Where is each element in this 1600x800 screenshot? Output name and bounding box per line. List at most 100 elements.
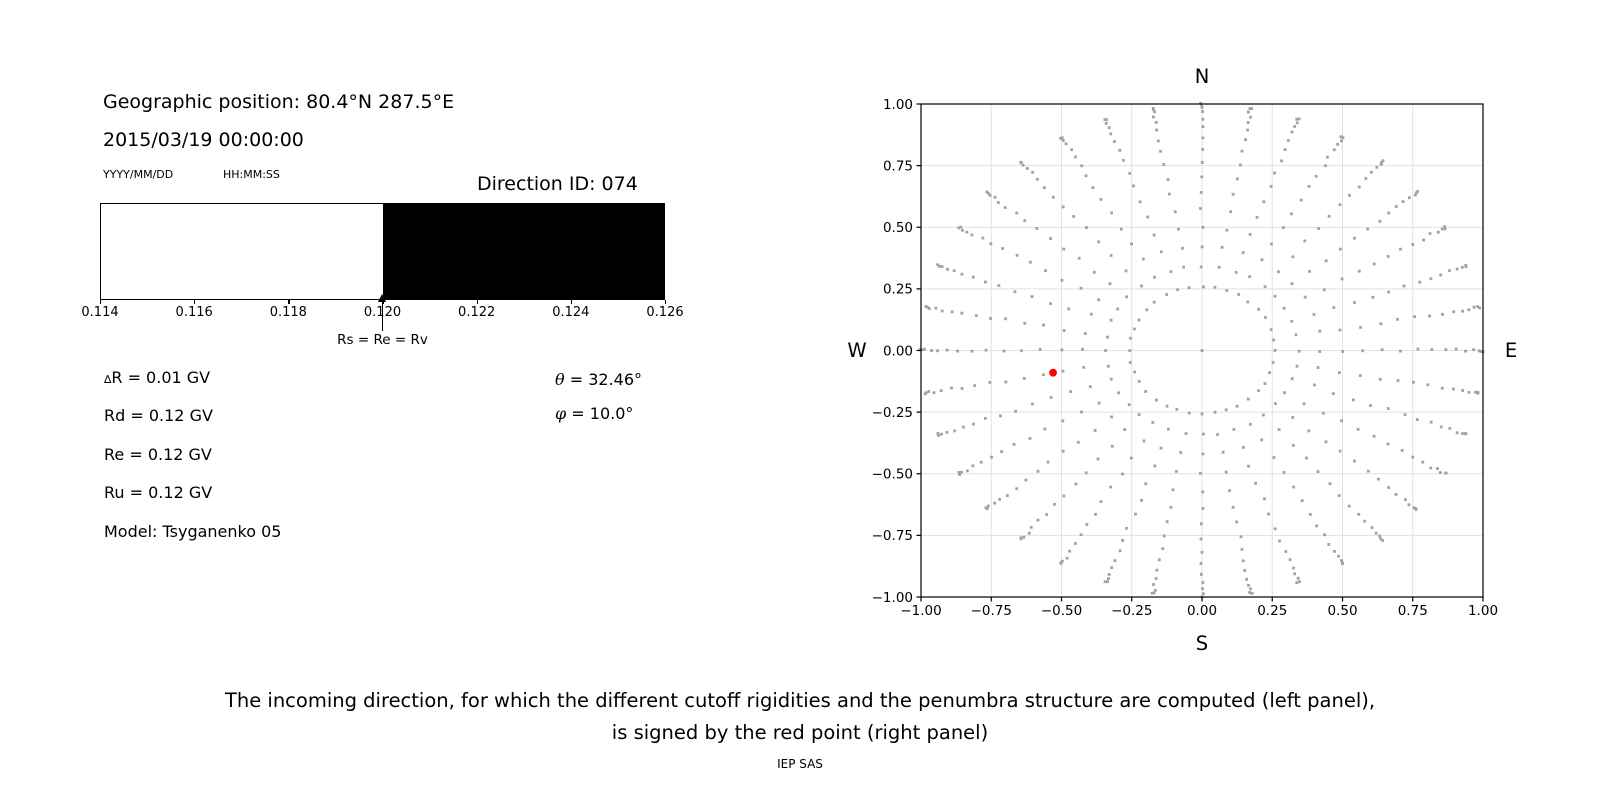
scatter-dot [1085, 226, 1088, 229]
scatter-dot [1021, 163, 1025, 167]
scatter-dot [1201, 507, 1205, 510]
scatter-dot [1340, 277, 1344, 281]
scatter-dot [1477, 349, 1481, 353]
scatter-dot [1439, 425, 1443, 429]
scatter-dot [1366, 227, 1370, 231]
scatter-dot [950, 310, 954, 314]
cutoff-arrow-head [378, 294, 386, 302]
scatter-dot [1316, 470, 1320, 474]
scatter-dot [1327, 214, 1331, 218]
scatter-dot [1110, 415, 1113, 419]
scatter-dot [1338, 203, 1342, 207]
scatter-dot [1263, 382, 1267, 385]
scatter-dot [1107, 577, 1110, 580]
scatter-dot [1235, 520, 1239, 524]
scatter-dot [960, 272, 964, 276]
scatter-dot [1110, 211, 1113, 215]
x-tick-label: 0.50 [1327, 603, 1357, 619]
scatter-dot [997, 284, 1001, 288]
scatter-dot [1461, 432, 1464, 435]
scatter-dot [1430, 348, 1434, 351]
scatter-dot [1099, 500, 1103, 504]
scatter-dot [1199, 471, 1202, 475]
scatter-dot [1019, 537, 1023, 541]
scatter-dot [936, 431, 940, 435]
scatter-dot [1294, 333, 1298, 337]
scatter-dot [1140, 284, 1143, 288]
scatter-dot [1429, 466, 1433, 470]
scatter-dot [1313, 383, 1316, 387]
scatter-dot [959, 225, 963, 229]
scatter-dot [1167, 192, 1171, 196]
scatter-dot [1272, 456, 1276, 459]
scatter-dot [1386, 442, 1390, 446]
readout-model: Model: Tsyganenko 05 [104, 522, 282, 541]
y-tick-label: 1.00 [883, 97, 913, 113]
scatter-dot [1293, 125, 1297, 128]
scatter-dot [1061, 449, 1065, 453]
scatter-dot [1097, 240, 1101, 244]
scatter-dot [1339, 135, 1343, 139]
scatter-dot [1070, 148, 1074, 152]
scatter-dot [1128, 172, 1132, 175]
scatter-dot [1399, 247, 1402, 251]
scatter-dot [1370, 526, 1374, 529]
scatter-dot [1273, 349, 1277, 352]
penumbra-allowed-band [101, 204, 383, 299]
scatter-dot [1060, 559, 1064, 563]
scatter-dot [1231, 505, 1235, 509]
scatter-dot [1093, 429, 1097, 432]
scatter-dot [986, 504, 990, 508]
scatter-dot [1338, 371, 1341, 375]
scatter-dots [918, 101, 1485, 599]
scatter-dot [1262, 413, 1265, 417]
scatter-dot [1247, 110, 1250, 114]
scatter-dot [1161, 547, 1165, 551]
scatter-dot [920, 348, 924, 352]
scatter-dot [939, 389, 943, 392]
readout-re: Re = 0.12 GV [104, 445, 212, 464]
scatter-dot [1201, 225, 1205, 229]
scatter-dot [1443, 225, 1447, 228]
scatter-dot [1292, 566, 1295, 570]
scatter-dot [1281, 226, 1285, 230]
scatter-dot [970, 349, 974, 353]
scatter-dot [1476, 391, 1480, 395]
scatter-dot [1031, 402, 1034, 406]
scatter-dot [1407, 503, 1411, 507]
scatter-dot [1247, 583, 1250, 587]
readout-rd: Rd = 0.12 GV [104, 406, 213, 425]
scatter-dot [1202, 432, 1205, 436]
scatter-dot [1246, 300, 1250, 304]
scatter-dot [1042, 186, 1046, 190]
scatter-dot [1023, 321, 1027, 325]
datetime-text: 2015/03/19 00:00:00 [103, 129, 304, 151]
x-tick-label: −0.75 [971, 603, 1012, 619]
bar-tick-label: 0.122 [458, 305, 496, 320]
scatter-dot [1414, 508, 1418, 511]
scatter-dot [1374, 531, 1378, 535]
scatter-dot [1159, 149, 1162, 153]
scatter-dot [1336, 554, 1340, 558]
scatter-dot [1199, 572, 1203, 576]
scatter-dot [1403, 413, 1407, 417]
scatter-dot [1298, 580, 1301, 584]
scatter-dot [1092, 270, 1096, 274]
scatter-dot [1371, 295, 1375, 299]
scatter-dot [1248, 591, 1252, 594]
scatter-dot [1396, 317, 1399, 321]
scatter-dot [1381, 539, 1385, 542]
scatter-dot [1084, 471, 1088, 475]
scatter-dot [1130, 242, 1133, 246]
scatter-dot [1379, 322, 1383, 326]
scatter-dot [1340, 559, 1343, 562]
scatter-dot [927, 390, 931, 393]
scatter-dot [981, 236, 985, 240]
compass-label-e: E [1505, 339, 1517, 362]
scatter-dot [1107, 126, 1111, 130]
scatter-dot [1336, 142, 1340, 146]
scatter-dot [973, 384, 977, 387]
scatter-dot [1436, 467, 1439, 470]
scatter-dot [1169, 270, 1173, 273]
scatter-dot [1439, 273, 1443, 277]
